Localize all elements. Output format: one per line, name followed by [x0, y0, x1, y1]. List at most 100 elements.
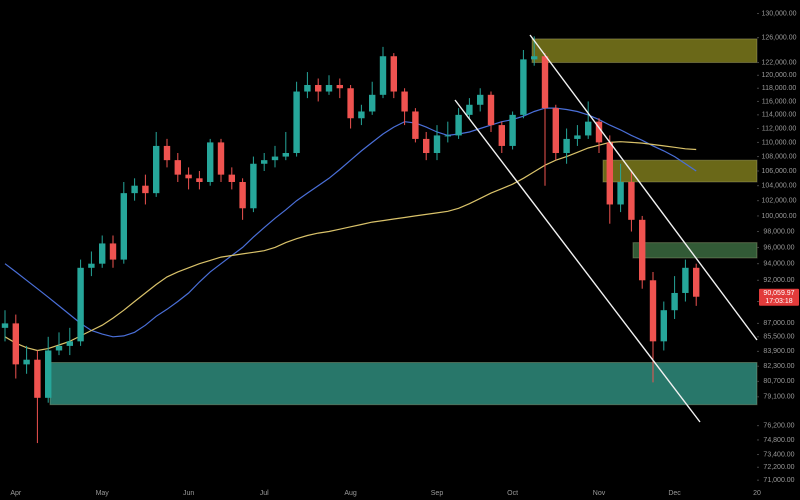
candle-body: [88, 263, 95, 268]
candle-body: [531, 56, 538, 60]
candle-body: [261, 160, 268, 164]
y-tick-label: 106,000.00: [761, 168, 796, 175]
y-tick-label: 98,000.00: [763, 228, 794, 235]
candle-body: [660, 310, 667, 342]
candle-body: [498, 125, 505, 146]
y-tick-label: 82,300.00: [763, 363, 794, 370]
candle-body: [45, 350, 52, 398]
candle-body: [617, 181, 624, 205]
x-tick-label: Oct: [507, 490, 518, 497]
candle-body: [541, 56, 549, 109]
y-tick-label: 112,000.00: [762, 125, 797, 132]
candle-body: [552, 108, 559, 154]
y-tick-label: 114,000.00: [762, 112, 797, 119]
x-tick-label: 20: [753, 490, 761, 497]
candle-body: [347, 88, 354, 119]
y-tick-label: 92,000.00: [763, 277, 794, 284]
y-tick-label: 100,000.00: [761, 213, 796, 220]
axes: 130,000.00 126,000.00 122,000.00 120,000.00…: [10, 10, 799, 497]
candle-body: [163, 145, 171, 161]
candle-body: [390, 56, 397, 92]
channel-line: [529, 34, 758, 341]
candle-body: [563, 138, 570, 154]
candle-body: [336, 84, 343, 89]
y-tick-label: 71,000.00: [763, 477, 794, 484]
candle-body: [369, 94, 376, 112]
candle-body: [595, 121, 603, 143]
candle-body: [217, 142, 225, 175]
zone: [49, 362, 758, 406]
candle-body: [293, 91, 300, 154]
moving-averages: [4, 107, 697, 352]
candle-body: [520, 59, 527, 115]
candle-body: [99, 243, 106, 264]
candle-body: [487, 94, 495, 126]
candle-body: [477, 94, 484, 105]
moving-average-line: [4, 107, 697, 338]
candle-body: [509, 114, 516, 146]
candle-body: [649, 280, 657, 342]
y-tick-label: 108,000.00: [761, 153, 796, 160]
candle-body: [1, 323, 9, 328]
candle-body: [412, 111, 419, 139]
candle-body: [585, 121, 592, 136]
candle-body: [693, 267, 700, 297]
candle-body: [109, 243, 117, 260]
price-label: 90,059.97: [763, 290, 794, 297]
x-tick-label: Sep: [431, 490, 444, 497]
candle-body: [433, 135, 441, 154]
y-tick-label: 126,000.00: [761, 34, 796, 41]
x-tick-label: Aug: [344, 490, 357, 497]
candle-body: [304, 84, 311, 92]
candle-body: [315, 84, 322, 92]
candle-body: [142, 185, 149, 194]
y-tick-label: 120,000.00: [761, 72, 796, 79]
candle-body: [34, 359, 41, 398]
y-tick-label: 94,000.00: [763, 261, 794, 268]
y-tick-label: 76,200.00: [763, 422, 794, 429]
y-tick-label: 87,000.00: [763, 320, 794, 327]
candle-body: [120, 193, 127, 260]
y-tick-label: 118,000.00: [762, 85, 797, 92]
zone: [531, 38, 758, 64]
y-tick-label: 73,400.00: [763, 451, 794, 458]
candle-body: [239, 181, 246, 209]
candle-body: [271, 156, 279, 161]
y-tick-label: 83,900.00: [763, 348, 794, 355]
y-tick-label: 72,200.00: [763, 464, 794, 471]
candle-body: [444, 135, 451, 137]
x-tick-label: Jun: [183, 490, 194, 497]
candle-body: [66, 341, 73, 346]
candle-body: [628, 181, 635, 220]
x-tick-label: Nov: [593, 490, 606, 497]
y-tick-label: 85,500.00: [763, 334, 794, 341]
zones: [49, 38, 758, 406]
candle-body: [174, 160, 181, 175]
candle-body: [639, 219, 646, 281]
zone: [632, 242, 758, 259]
y-tick-label: 110,000.00: [762, 139, 797, 146]
candle-body: [153, 145, 160, 194]
y-tick-label: 130,000.00: [761, 10, 796, 17]
x-tick-label: Dec: [668, 490, 681, 497]
candle-body: [131, 185, 138, 194]
countdown-label: 17:03:18: [765, 298, 792, 305]
candle-body: [682, 267, 689, 293]
candle-body: [55, 345, 63, 351]
moving-average-line: [4, 141, 697, 352]
candle-body: [325, 84, 333, 92]
candle-body: [228, 174, 235, 182]
candle-body: [196, 178, 203, 182]
candle-body: [250, 163, 257, 209]
x-tick-label: May: [96, 490, 110, 497]
x-tick-label: Apr: [10, 490, 22, 497]
candle-body: [401, 91, 408, 112]
y-tick-label: 122,000.00: [761, 59, 796, 66]
candle-body: [358, 111, 365, 119]
y-tick-label: 80,700.00: [763, 378, 794, 385]
candles: [1, 36, 700, 444]
candle-body: [185, 174, 192, 179]
candle-body: [466, 104, 473, 115]
